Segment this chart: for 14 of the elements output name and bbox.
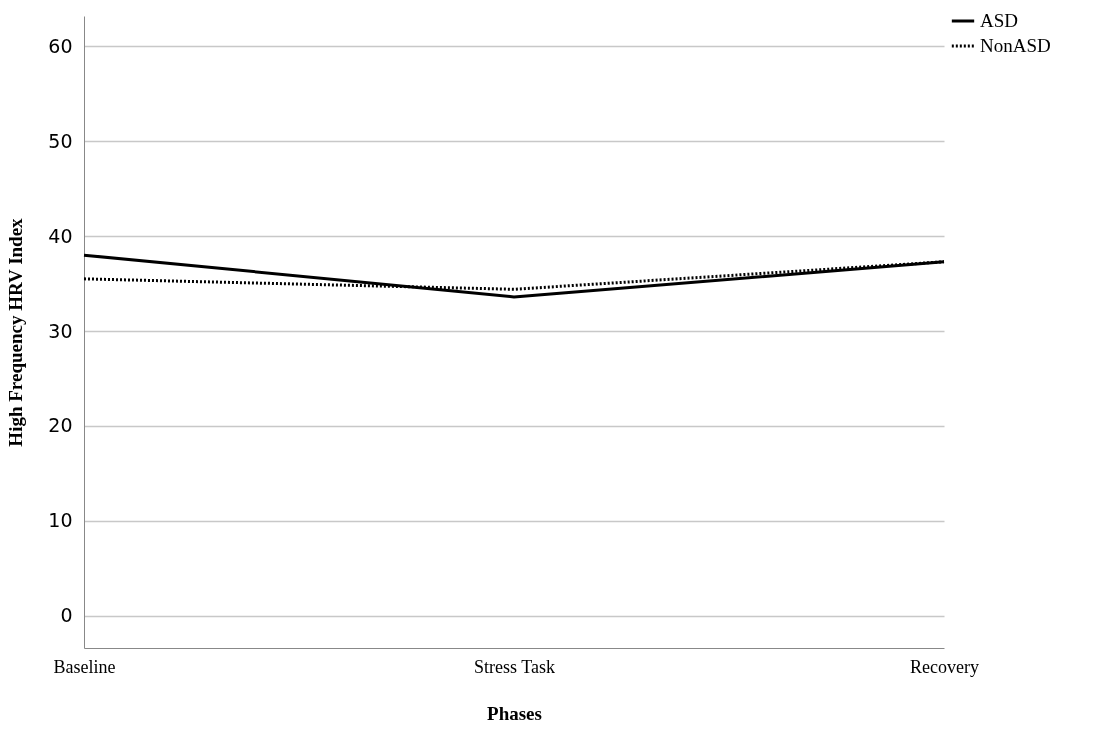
legend-label: ASD: [980, 10, 1019, 31]
x-axis-title: Phases: [487, 702, 542, 724]
y-tick-label: 0: [60, 604, 73, 627]
y-axis-title: High Frequency HRV Index: [5, 217, 27, 447]
y-tick-label: 10: [48, 509, 73, 532]
y-tick-label: 30: [48, 319, 73, 342]
legend-label: NonASD: [980, 35, 1051, 56]
x-tick-label: Recovery: [910, 656, 979, 677]
y-tick-label: 20: [48, 414, 73, 437]
y-tick-label: 40: [48, 224, 73, 247]
x-tick-label: Stress Task: [474, 656, 555, 677]
x-tick-label: Baseline: [53, 656, 116, 677]
y-tick-label: 60: [48, 34, 73, 57]
y-tick-label: 50: [48, 129, 73, 152]
